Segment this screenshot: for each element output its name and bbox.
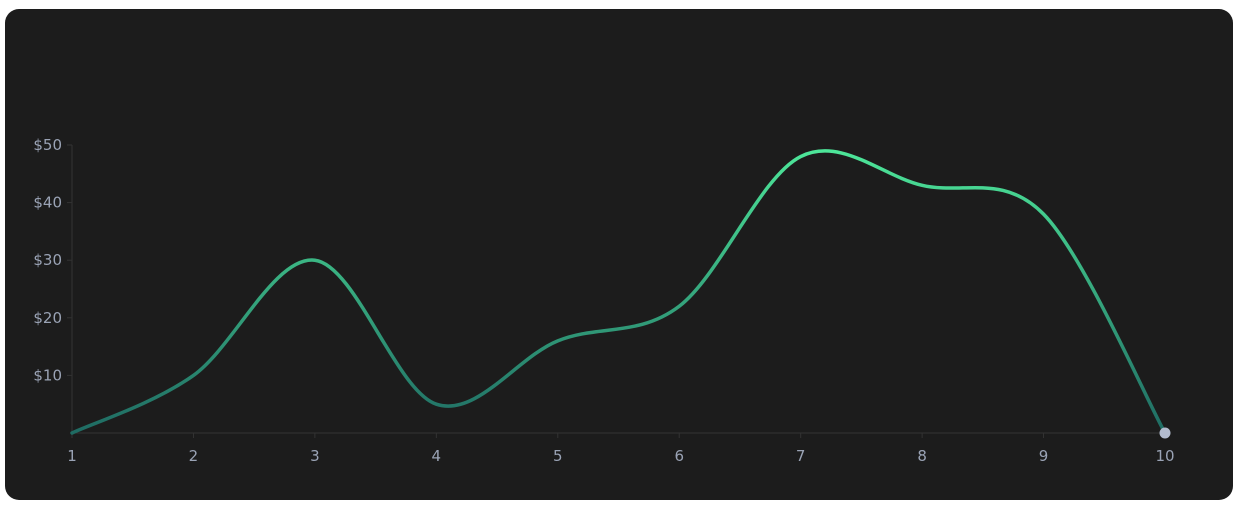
x-tick-label: 6 [674,447,684,465]
x-tick-label: 10 [1155,447,1174,465]
x-tick-label: 5 [553,447,563,465]
x-tick-label: 3 [310,447,320,465]
series-line [70,149,1167,435]
y-tick-label: $10 [33,366,62,384]
y-tick-label: $40 [33,194,62,212]
y-tick-label: $50 [33,136,62,154]
chart-card [5,9,1233,500]
x-tick-label: 7 [796,447,806,465]
y-tick-label: $20 [33,309,62,327]
x-tick-label: 8 [917,447,927,465]
x-tick-label: 9 [1039,447,1049,465]
x-tick-label: 4 [432,447,442,465]
x-tick-label: 1 [67,447,77,465]
y-tick-label: $30 [33,251,62,269]
x-tick-label: 2 [189,447,199,465]
end-point-marker[interactable] [1159,427,1171,439]
